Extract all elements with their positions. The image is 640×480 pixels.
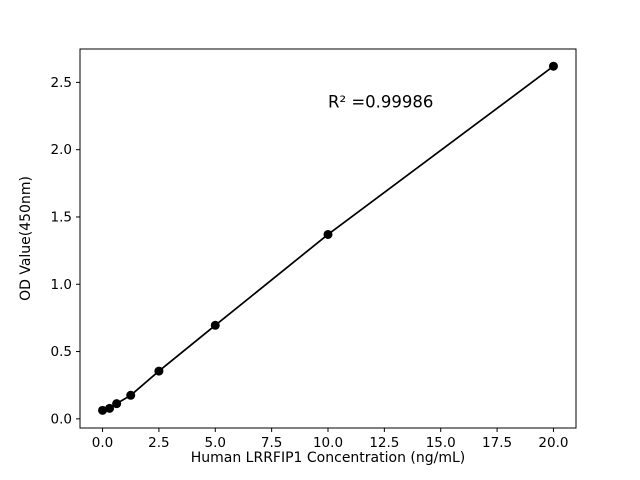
y-tick-label: 2.5 — [51, 75, 72, 91]
data-point — [323, 229, 333, 239]
x-tick-label: 12.5 — [369, 435, 399, 451]
x-tick-label: 0.0 — [92, 435, 113, 451]
y-tick-label: 2.0 — [51, 142, 72, 158]
data-point — [210, 320, 220, 330]
data-point — [105, 403, 115, 413]
data-point — [548, 61, 558, 71]
data-point — [154, 366, 164, 376]
data-point — [98, 405, 108, 415]
y-tick-label: 1.0 — [51, 277, 72, 293]
data-point — [126, 390, 136, 400]
r-squared-annotation: R² =0.99986 — [328, 93, 433, 112]
x-tick-label: 7.5 — [261, 435, 282, 451]
y-axis-label: OD Value(450nm) — [18, 176, 34, 301]
x-tick-label: 15.0 — [426, 435, 456, 451]
y-tick-label: 1.5 — [51, 209, 72, 225]
y-tick-label: 0.5 — [51, 344, 72, 360]
x-tick-label: 10.0 — [313, 435, 343, 451]
x-tick-label: 17.5 — [482, 435, 512, 451]
x-tick-label: 5.0 — [205, 435, 226, 451]
x-tick-label: 2.5 — [148, 435, 169, 451]
data-point — [112, 399, 122, 409]
x-axis-label: Human LRRFIP1 Concentration (ng/mL) — [191, 450, 466, 466]
x-tick-label: 20.0 — [538, 435, 568, 451]
y-tick-label: 0.0 — [51, 411, 72, 427]
